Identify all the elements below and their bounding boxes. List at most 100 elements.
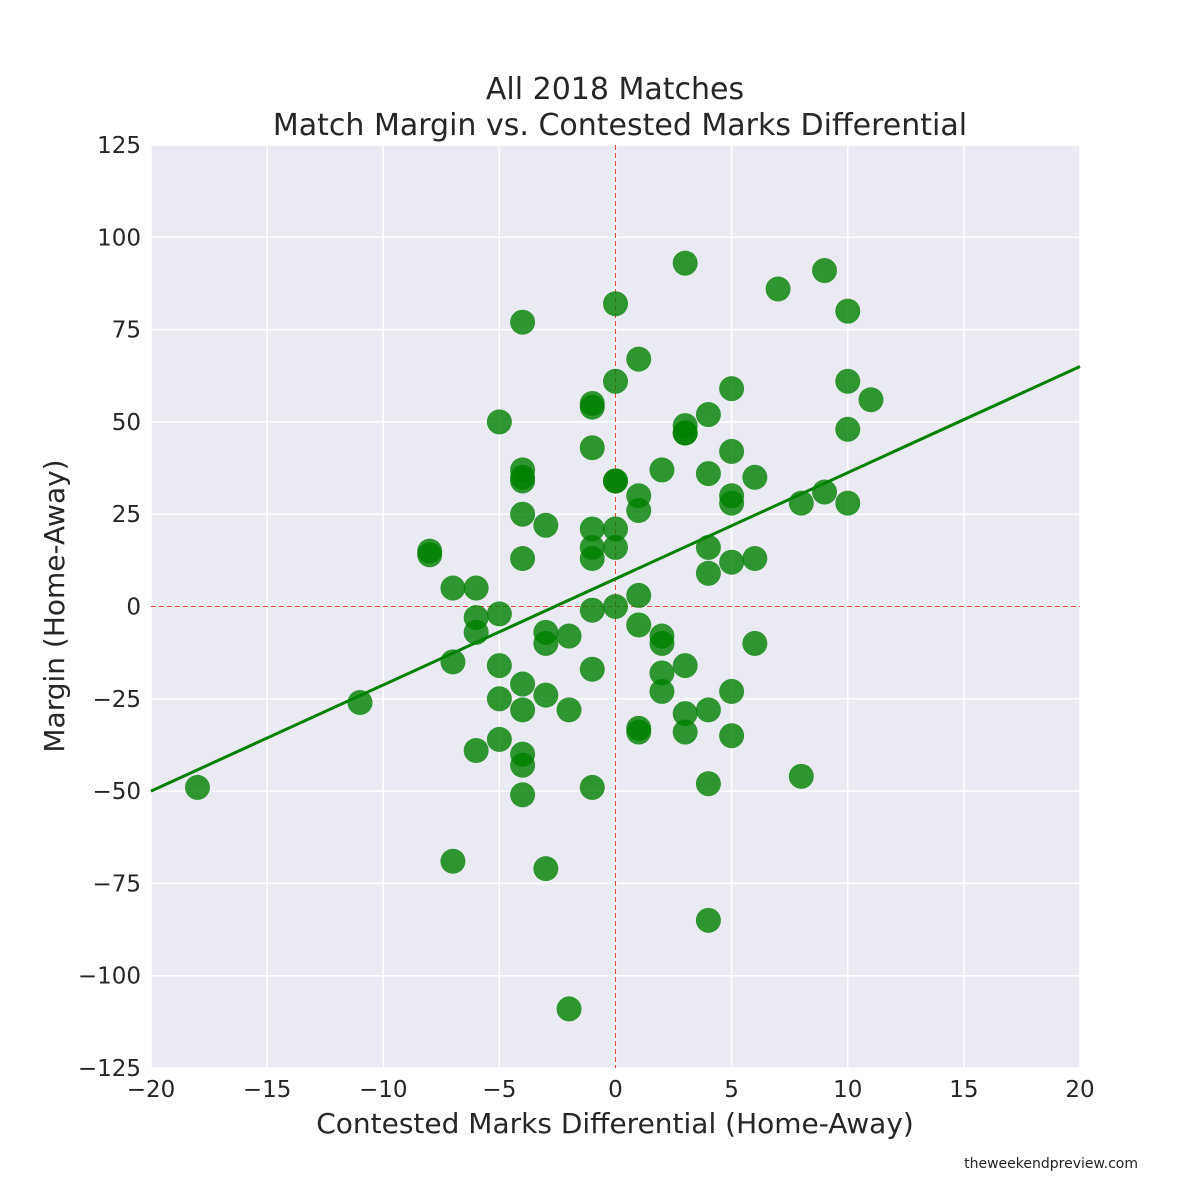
data-point [533, 856, 559, 882]
data-point [695, 534, 721, 560]
data-point [486, 601, 512, 627]
data-points [184, 250, 884, 1022]
data-point [719, 678, 745, 704]
data-point [835, 368, 861, 394]
data-point [510, 752, 536, 778]
data-point [579, 516, 605, 542]
data-point [603, 468, 628, 494]
data-point [510, 468, 536, 494]
data-point [347, 689, 373, 715]
data-point [486, 653, 512, 679]
data-point [579, 394, 605, 420]
y-tick-label: 0 [126, 595, 141, 621]
data-point [835, 298, 861, 324]
data-point [672, 420, 698, 446]
data-point [626, 719, 652, 745]
data-point [835, 416, 861, 442]
data-point [719, 490, 745, 516]
data-point [184, 774, 210, 800]
data-point [556, 623, 582, 649]
data-point [417, 542, 443, 568]
x-axis-label: Contested Marks Differential (Home-Away) [316, 1107, 914, 1140]
data-point [579, 656, 605, 682]
data-point [742, 464, 768, 490]
data-point [603, 516, 628, 542]
data-point [579, 435, 605, 461]
data-point [533, 630, 559, 656]
y-tick-label: −75 [92, 871, 141, 897]
data-point [510, 782, 536, 808]
data-point [649, 678, 675, 704]
data-point [695, 560, 721, 586]
y-tick-label: 125 [97, 133, 141, 159]
data-point [858, 387, 884, 413]
data-point [440, 575, 466, 601]
y-tick-label: −100 [78, 964, 141, 990]
y-tick-label: 100 [97, 225, 141, 251]
data-point [603, 368, 628, 394]
data-point [672, 653, 698, 679]
y-axis-label: Margin (Home-Away) [38, 459, 71, 752]
x-tick-label: 20 [1065, 1077, 1094, 1103]
x-tick-label: −5 [482, 1077, 516, 1103]
x-tick-label: 15 [949, 1077, 978, 1103]
data-point [556, 697, 582, 723]
data-point [510, 546, 536, 572]
x-tick-label: 0 [608, 1077, 623, 1103]
y-tick-label: −50 [92, 779, 141, 805]
x-tick-label: −10 [359, 1077, 408, 1103]
x-tick-label: 10 [833, 1077, 862, 1103]
data-point [486, 726, 512, 752]
data-point [719, 549, 745, 575]
x-tick-label: −20 [127, 1077, 176, 1103]
data-point [695, 907, 721, 933]
data-point [695, 697, 721, 723]
data-point [672, 701, 698, 727]
data-point [719, 376, 745, 402]
data-point [695, 771, 721, 797]
chart-title-line-2: Match Margin vs. Contested Marks Differe… [273, 108, 967, 143]
y-tick-label: 50 [112, 410, 141, 436]
data-point [579, 774, 605, 800]
data-point [742, 630, 768, 656]
chart-title-line-1: All 2018 Matches [486, 72, 744, 107]
data-point [510, 309, 536, 335]
trend-line [150, 365, 1081, 793]
data-point [742, 546, 768, 572]
data-point [672, 719, 698, 745]
data-point [788, 763, 814, 789]
data-point [626, 498, 652, 524]
x-tick-label: 5 [724, 1077, 739, 1103]
data-point [672, 250, 698, 276]
x-tick-label: −15 [243, 1077, 292, 1103]
watermark: theweekendpreview.com [964, 1156, 1138, 1172]
data-point [486, 409, 512, 435]
data-point [765, 276, 791, 302]
trend-line-group [150, 365, 1081, 793]
data-point [695, 461, 721, 487]
y-tick-label: 25 [112, 502, 141, 528]
data-point [603, 291, 628, 317]
data-point [719, 723, 745, 749]
data-point [835, 490, 861, 516]
data-point [556, 996, 582, 1022]
data-point [533, 682, 559, 708]
data-point [626, 612, 652, 638]
data-point [510, 501, 536, 527]
data-point [812, 258, 838, 284]
data-point [463, 737, 489, 763]
y-tick-label: −25 [92, 687, 141, 713]
data-point [533, 512, 559, 538]
y-tick-label: 75 [112, 318, 141, 344]
y-tick-label: −125 [78, 1056, 141, 1082]
data-point [649, 660, 675, 686]
data-point [579, 546, 605, 572]
data-point [695, 402, 721, 428]
data-point [626, 582, 652, 608]
data-point [603, 534, 628, 560]
data-point [510, 671, 536, 697]
data-point [719, 438, 745, 464]
data-point [603, 594, 628, 619]
data-point [626, 346, 652, 372]
data-point [579, 597, 605, 623]
